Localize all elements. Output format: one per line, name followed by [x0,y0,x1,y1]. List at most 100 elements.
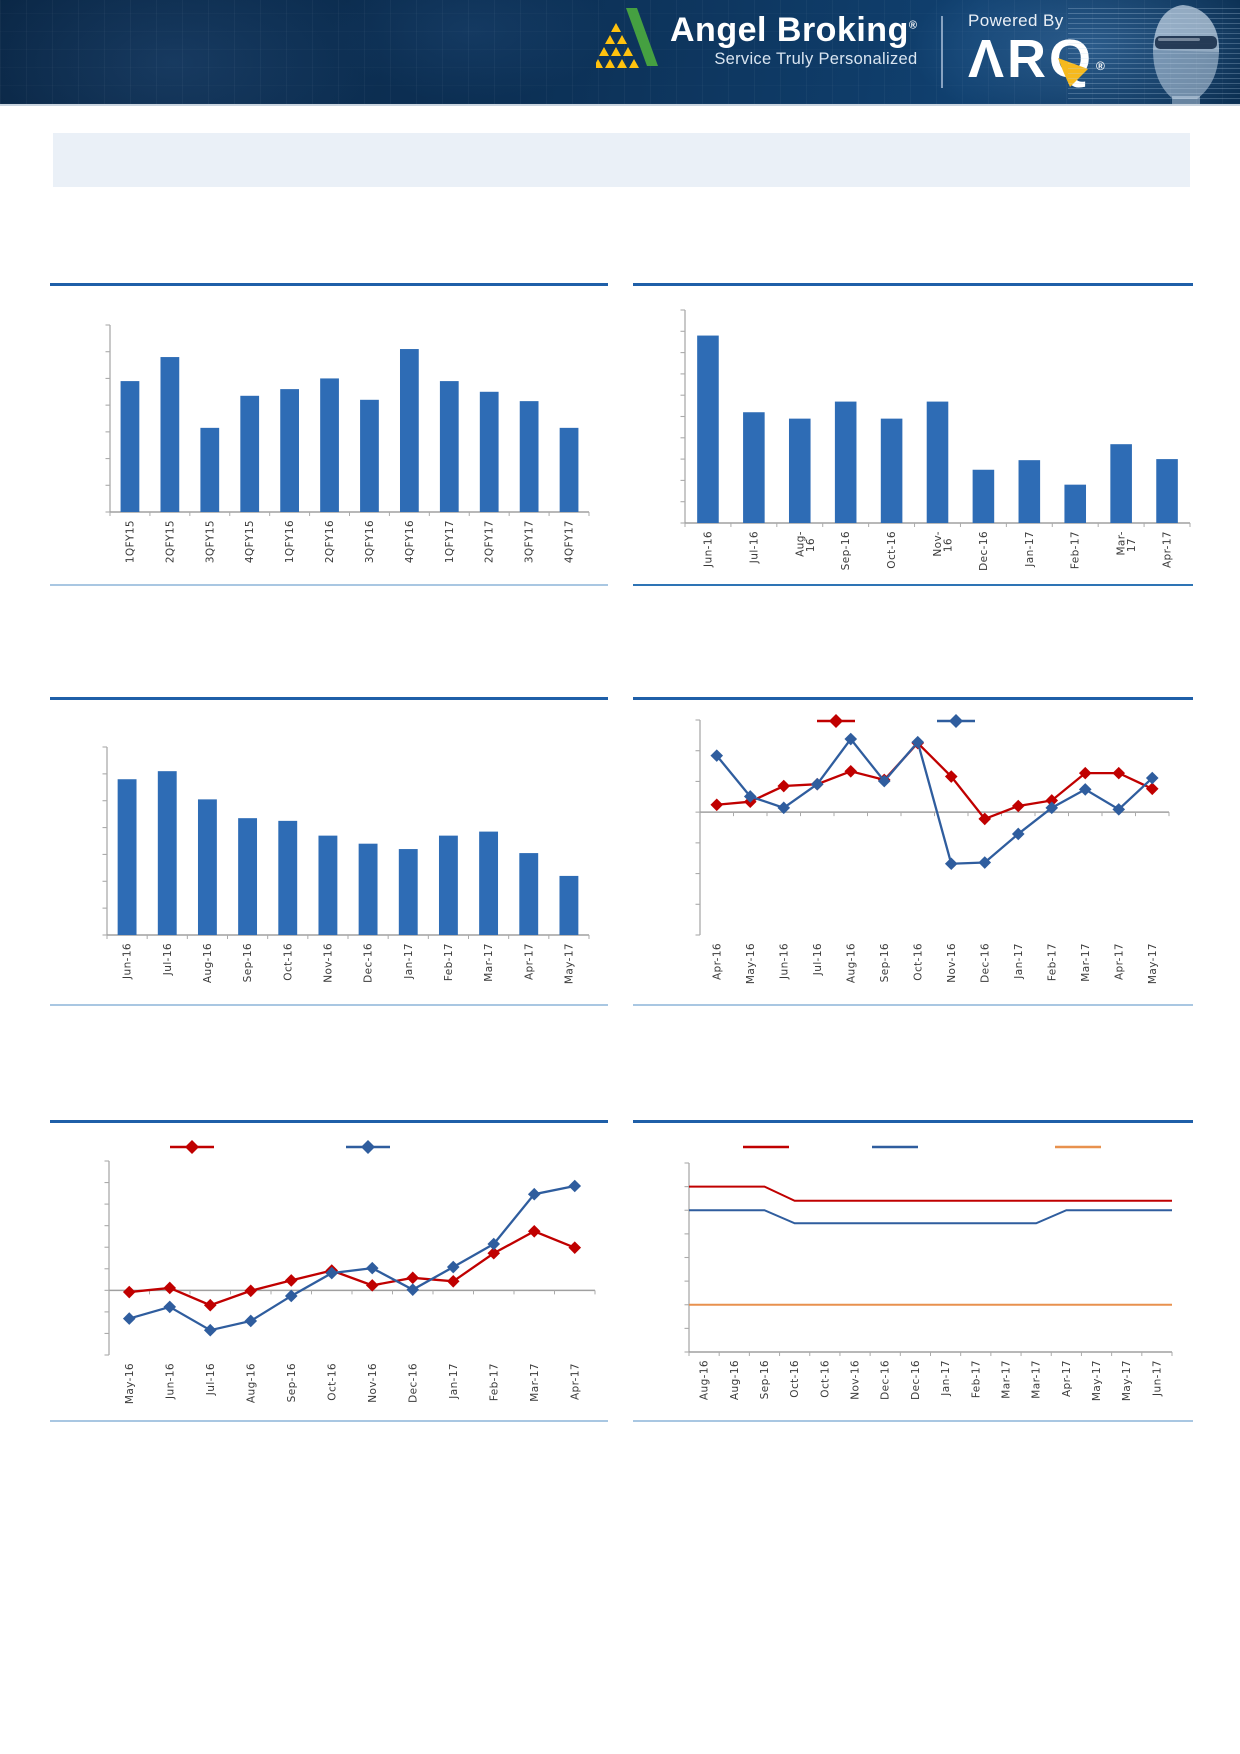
svg-text:Aug-16: Aug-16 [794,531,817,557]
svg-text:Jan-17: Jan-17 [1024,531,1036,568]
svg-text:Apr-17: Apr-17 [1113,943,1125,980]
chart-bottom-divider [50,1420,608,1422]
chart-block-middle-left: Jun-16 Jul-16 Aug-16 Sep-16 Oct-16 Nov-16 Dec-… [50,697,608,1006]
svg-text:Jul-16: Jul-16 [812,943,824,976]
chart-bottom-divider [50,1004,608,1006]
svg-text:May-17: May-17 [563,943,575,984]
svg-text:Mar-17: Mar-17 [1031,1360,1043,1399]
svg-text:Feb-17: Feb-17 [1046,943,1058,981]
chart-bottom-divider [50,584,608,586]
chart-block-top-right: Jun-16 Jul-16 Aug-16 Sep-16 Oct-16 Nov-16 Dec-… [633,283,1193,586]
svg-text:Oct-16: Oct-16 [282,943,294,981]
svg-text:Mar-17: Mar-17 [483,943,495,982]
svg-text:May-16: May-16 [745,943,757,984]
svg-text:3QFY15: 3QFY15 [204,520,216,563]
chart-three-series-step-line: Aug-16 Aug-16 Sep-16 Oct-16 Oct-16 Nov-16 Dec-… [684,1145,1173,1401]
svg-text:Jul-16: Jul-16 [748,531,760,564]
svg-text:Apr-16: Apr-16 [711,943,723,980]
svg-text:Aug-16: Aug-16 [245,1363,257,1403]
svg-text:Dec-16: Dec-16 [978,531,990,571]
chart-title-divider [50,1120,608,1123]
svg-text:Sep-16: Sep-16 [759,1360,771,1399]
svg-text:3QFY17: 3QFY17 [524,520,536,563]
svg-text:Apr-17: Apr-17 [1162,531,1174,568]
svg-text:Jun-17: Jun-17 [1151,1360,1163,1397]
brand-registered-mark: ® [908,19,918,32]
svg-text:Apr-17: Apr-17 [1061,1360,1073,1397]
svg-text:May-17: May-17 [1147,943,1159,984]
svg-text:Dec-16: Dec-16 [979,943,991,983]
svg-text:1QFY16: 1QFY16 [284,520,296,563]
chart-title-divider [633,283,1193,286]
svg-text:2QFY15: 2QFY15 [164,520,176,563]
chart-bottom-divider [633,1420,1193,1422]
chart-title-divider [633,697,1193,700]
chart-block-bottom-left: May-16 Jun-16 Jul-16 Aug-16 Sep-16 Oct-16 Nov-… [50,1120,608,1422]
svg-text:May-16: May-16 [124,1363,136,1404]
brand-name: Angel Broking® [670,11,918,49]
svg-text:Aug-16: Aug-16 [729,1360,741,1400]
chart-two-series-line-1: Apr-16 May-16 Jun-16 Jul-16 Aug-16 Sep-16 Oct-… [695,714,1170,984]
arq-lightning-icon [1058,58,1088,87]
svg-text:Dec-16: Dec-16 [910,1360,922,1400]
svg-text:Oct-16: Oct-16 [326,1363,338,1401]
svg-text:Aug-16: Aug-16 [202,943,214,983]
title-banner [53,133,1190,187]
chart-two-series-line-2: May-16 Jun-16 Jul-16 Aug-16 Sep-16 Oct-16 Nov-… [104,1140,596,1404]
svg-text:Jun-16: Jun-16 [122,943,134,980]
svg-text:4QFY16: 4QFY16 [404,520,416,563]
chart-monthly-bars-1: Jun-16 Jul-16 Aug-16 Sep-16 Oct-16 Nov-16 Dec-… [680,309,1191,571]
svg-text:Jun-16: Jun-16 [702,531,714,568]
chart-bottom-divider [633,584,1193,586]
svg-text:Dec-16: Dec-16 [880,1360,892,1400]
chart-title-divider [50,283,608,286]
svg-text:Feb-17: Feb-17 [970,1360,982,1398]
svg-text:Sep-16: Sep-16 [879,943,891,982]
robot-head-image [1153,5,1220,104]
svg-text:Aug-16: Aug-16 [699,1360,711,1400]
svg-text:Aug-16: Aug-16 [845,943,857,983]
svg-text:Apr-17: Apr-17 [569,1363,581,1400]
header-vertical-divider [941,16,943,88]
svg-text:Oct-16: Oct-16 [789,1360,801,1398]
svg-text:Jan-17: Jan-17 [448,1363,460,1400]
svg-text:Feb-17: Feb-17 [488,1363,500,1401]
arq-logo-group: Powered By ΛRQ® [968,11,1108,86]
svg-text:Oct-16: Oct-16 [912,943,924,981]
svg-text:Jul-16: Jul-16 [162,943,174,976]
svg-text:2QFY16: 2QFY16 [324,520,336,563]
svg-text:4QFY15: 4QFY15 [244,520,256,563]
svg-text:Jan-17: Jan-17 [940,1360,952,1397]
svg-text:3QFY16: 3QFY16 [364,520,376,563]
svg-text:Jun-16: Jun-16 [164,1363,176,1400]
svg-text:Jun-16: Jun-16 [778,943,790,980]
brand-tagline: Service Truly Personalized [714,50,918,69]
svg-text:Jan-17: Jan-17 [403,943,415,980]
svg-text:Mar-17: Mar-17 [1000,1360,1012,1399]
chart-quarterly-bars: 1QFY15 2QFY15 3QFY15 4QFY15 1QFY16 2QFY16 3QFY… [105,324,590,563]
svg-text:Nov-16: Nov-16 [850,1360,862,1400]
arq-registered-mark: ® [1096,59,1108,73]
chart-title-divider [50,697,608,700]
chart-block-middle-right: Apr-16 May-16 Jun-16 Jul-16 Aug-16 Sep-16 Oct-… [633,697,1193,1006]
svg-text:Mar-17: Mar-17 [1080,943,1092,982]
svg-text:Mar-17: Mar-17 [1116,531,1139,556]
svg-text:4QFY17: 4QFY17 [564,520,576,563]
svg-text:Mar-17: Mar-17 [529,1363,541,1402]
svg-text:Oct-16: Oct-16 [819,1360,831,1398]
svg-text:Apr-17: Apr-17 [523,943,535,980]
svg-text:Jan-17: Jan-17 [1013,943,1025,980]
chart-bottom-divider [633,1004,1193,1006]
svg-text:Nov-16: Nov-16 [367,1363,379,1403]
svg-text:Sep-16: Sep-16 [242,943,254,982]
angel-broking-logo-icon [596,8,658,68]
chart-monthly-bars-2: Jun-16 Jul-16 Aug-16 Sep-16 Oct-16 Nov-16 Dec-… [102,746,590,984]
chart-title-divider [633,1120,1193,1123]
svg-text:Feb-17: Feb-17 [1070,531,1082,569]
svg-text:1QFY17: 1QFY17 [444,520,456,563]
svg-text:Jul-16: Jul-16 [205,1363,217,1396]
svg-text:2QFY17: 2QFY17 [484,520,496,563]
header-texture [0,0,1240,104]
svg-text:May-17: May-17 [1121,1360,1133,1401]
